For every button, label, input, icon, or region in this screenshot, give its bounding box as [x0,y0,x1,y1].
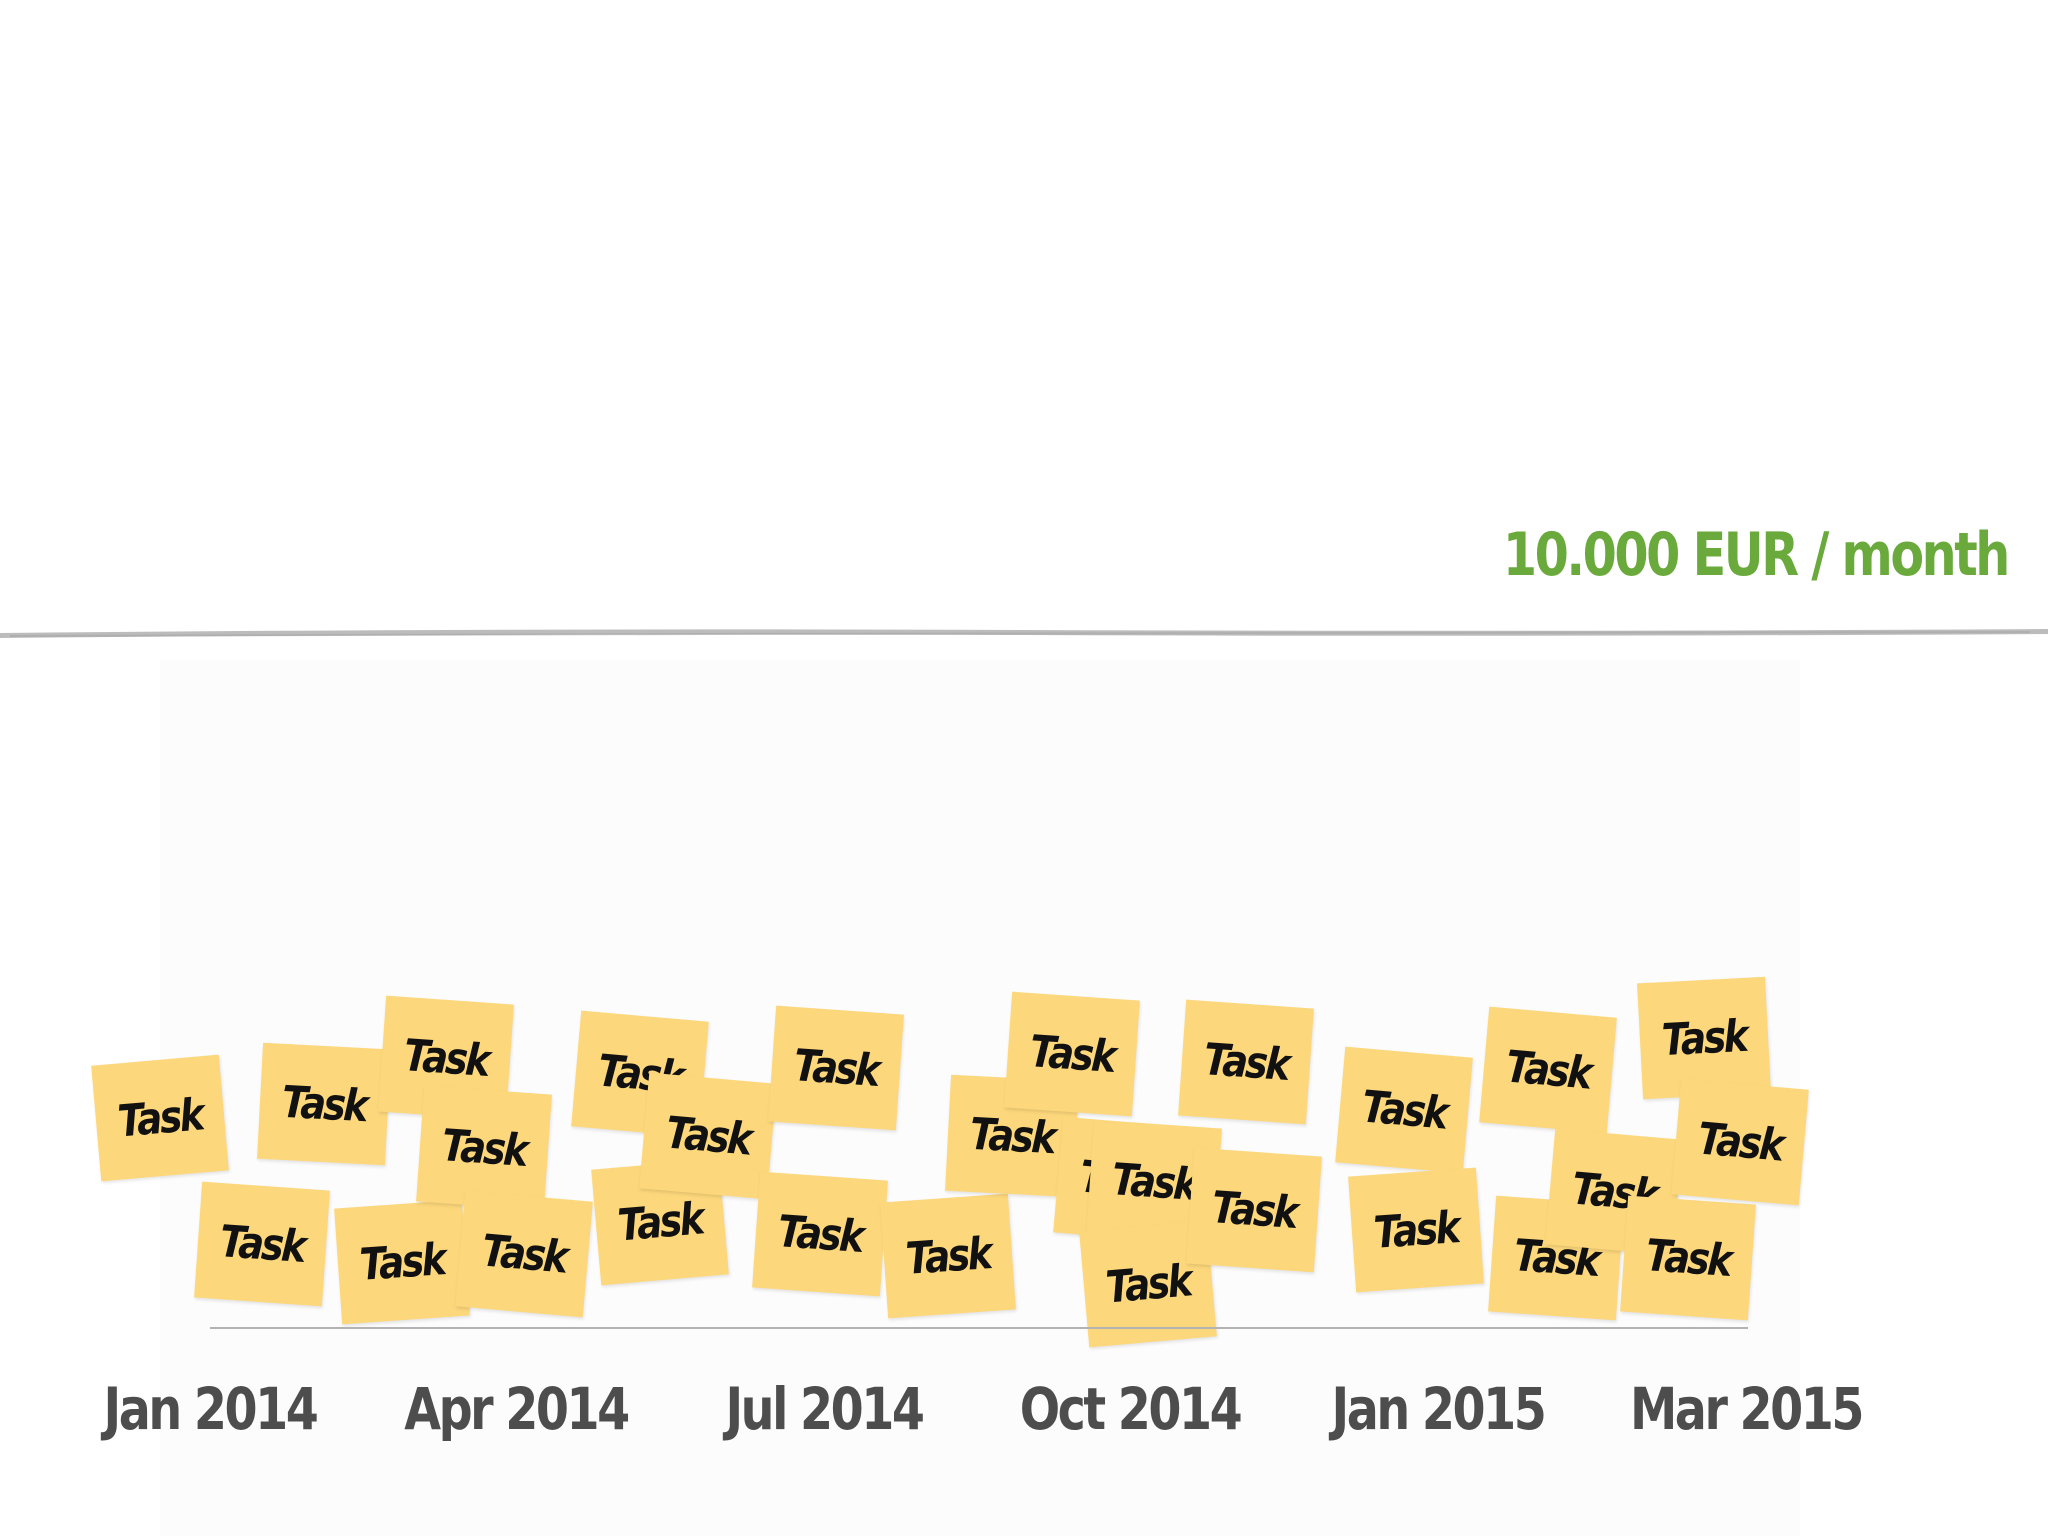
task-note: Task [639,1072,777,1200]
task-note-label: Task [792,1039,880,1097]
task-note: Task [752,1171,888,1297]
task-note-label: Task [1103,1254,1193,1314]
task-note: Task [880,1193,1016,1319]
task-note: Task [768,1005,904,1131]
task-note: Task [455,1190,593,1318]
task-note: Task [1186,1147,1322,1273]
task-note: Task [1178,999,1314,1125]
task-note-label: Task [1210,1181,1298,1239]
task-note-label: Task [615,1192,705,1252]
timeline-label: Jan 2015 [1331,1375,1547,1443]
threshold-line [0,629,2048,638]
task-note-label: Task [1110,1153,1198,1211]
task-note-label: Task [218,1215,306,1273]
task-note-label: Task [1028,1025,1116,1083]
timeline-label: Oct 2014 [1019,1375,1243,1443]
task-note-label: Task [968,1108,1056,1164]
task-note-label: Task [358,1233,446,1291]
task-note: Task [194,1181,330,1307]
timeline-label: Jul 2014 [725,1375,925,1443]
task-note-label: Task [1359,1080,1449,1140]
task-note: Task [1004,991,1140,1117]
task-note: Task [1348,1167,1484,1293]
task-note-label: Task [280,1076,368,1132]
task-note-label: Task [1503,1040,1593,1100]
task-note-label: Task [1660,1010,1748,1066]
task-note-label: Task [1372,1201,1460,1259]
task-note-label: Task [479,1224,569,1284]
threshold-label: 10.000 EUR / month [1502,520,2010,590]
task-note-label: Task [776,1205,864,1263]
task-note-label: Task [663,1106,753,1166]
task-note-label: Task [1202,1033,1290,1091]
task-note: Task [334,1199,470,1325]
task-note: Task [91,1054,229,1182]
timeline-label: Apr 2014 [404,1375,630,1443]
timeline-label: Mar 2015 [1629,1375,1865,1443]
task-note: Task [1620,1195,1756,1321]
task-note-label: Task [1644,1229,1732,1287]
timeline-label: Jan 2014 [103,1375,319,1443]
task-note-label: Task [904,1227,992,1285]
threshold-brush-texture [9,631,2031,637]
timeline-axis [210,1327,1748,1329]
task-note-label: Task [1695,1112,1785,1172]
task-note-label: Task [440,1119,528,1177]
task-note: Task [257,1042,391,1166]
task-note-label: Task [115,1088,205,1148]
task-note-label: Task [402,1029,490,1087]
task-note: Task [1671,1078,1809,1206]
task-note: Task [1479,1006,1617,1134]
task-note: Task [1335,1046,1473,1174]
